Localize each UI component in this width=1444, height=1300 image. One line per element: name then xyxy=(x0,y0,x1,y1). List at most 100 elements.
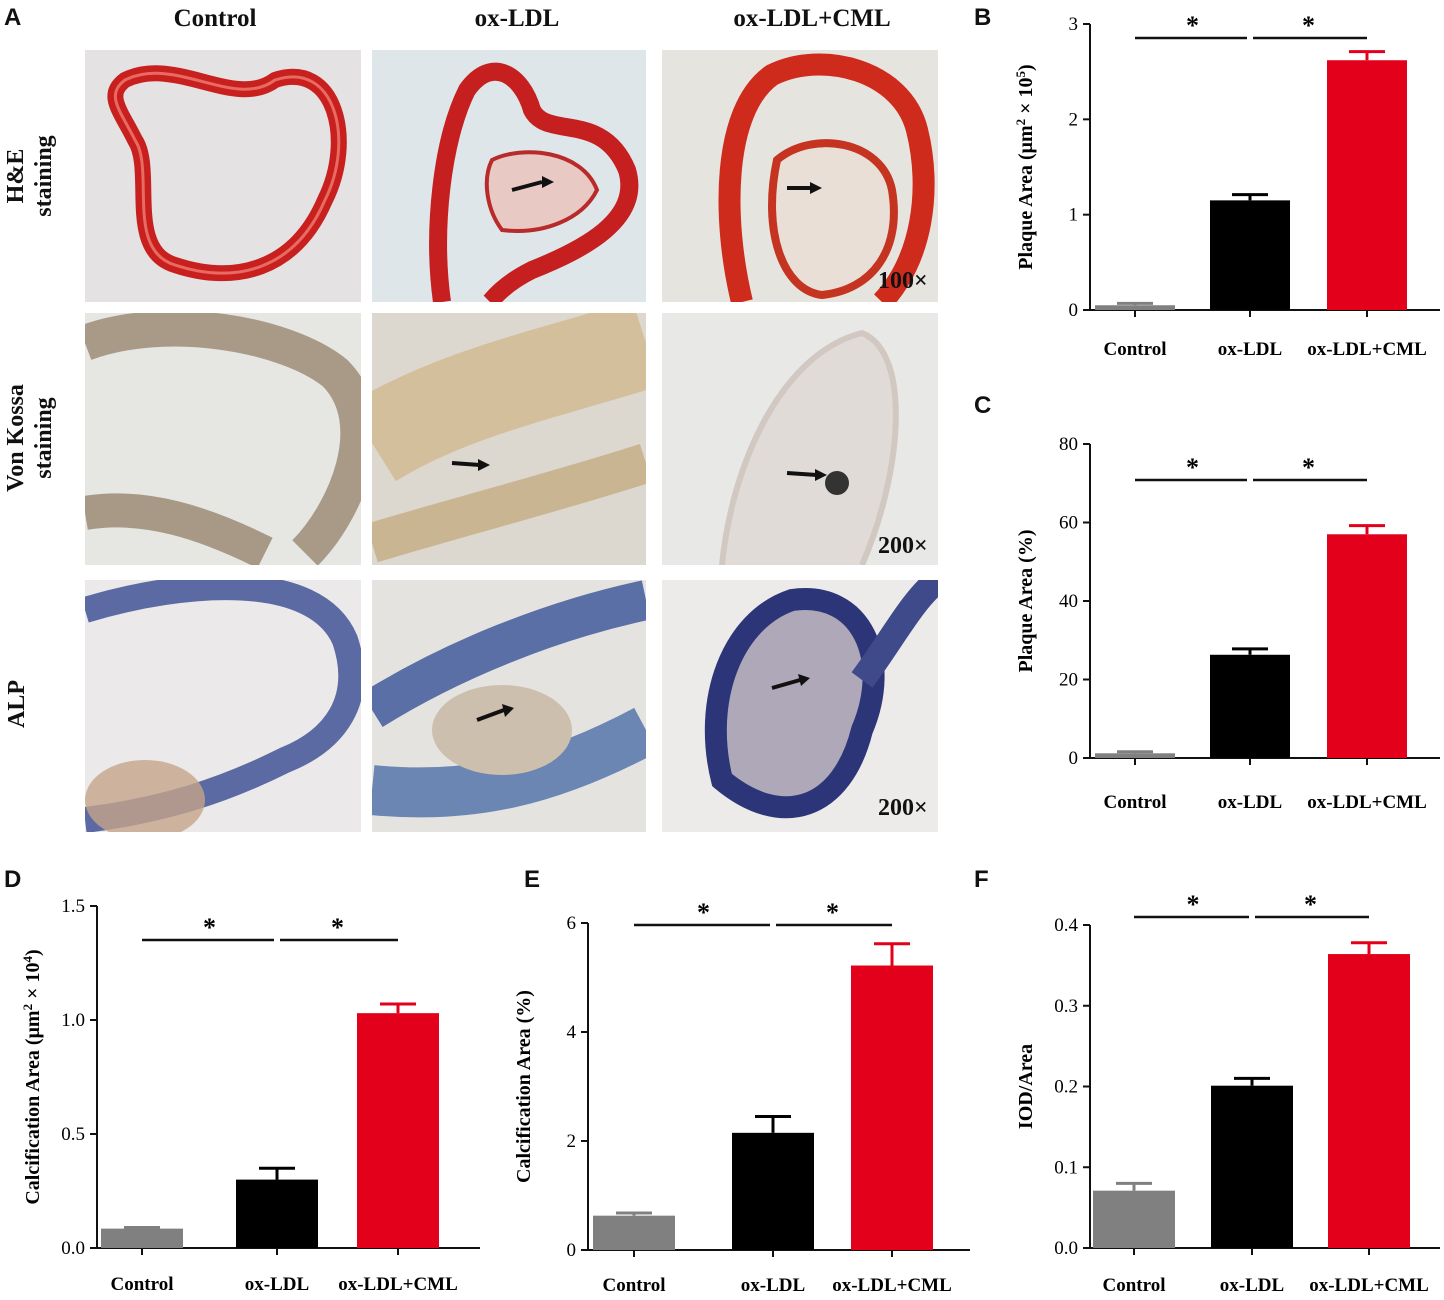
y-tick-label: 1.0 xyxy=(61,1010,85,1031)
y-tick-label: 0.4 xyxy=(1054,915,1078,936)
panel-letter-f: F xyxy=(974,866,989,893)
y-tick-label: 0 xyxy=(1069,300,1079,321)
x-category-label: ox-LDL xyxy=(741,1275,805,1296)
y-tick-label: 2 xyxy=(567,1131,577,1152)
significance-star: * xyxy=(1304,890,1317,919)
bar-control xyxy=(1095,753,1175,758)
y-tick-label: 6 xyxy=(567,913,577,934)
y-axis-label-sup: 2 xyxy=(1013,119,1028,126)
row-header-he: H&E staining xyxy=(2,51,58,301)
significance-star: * xyxy=(1186,11,1199,40)
x-category-label: Control xyxy=(1103,1275,1166,1296)
significance-star: * xyxy=(1186,453,1199,482)
bar-oxldl-cml xyxy=(1327,60,1407,310)
magnification-label-row2: 200× xyxy=(878,533,928,559)
y-tick-label: 0.3 xyxy=(1054,996,1078,1017)
y-axis-label-main: Calcification Area (%) xyxy=(513,990,535,1183)
chart-f: 0.0 0.1 0.2 0.3 0.4 Control ox-LDL ox-LDL+CML * *… xyxy=(1015,890,1440,1296)
panel-letter-a: A xyxy=(4,4,22,31)
row-header-vonkossa-line1: Von Kossa xyxy=(3,384,29,492)
y-axis-label-sup: 5 xyxy=(1013,70,1028,77)
y-tick-label: 0.0 xyxy=(61,1238,85,1259)
y-tick-label: 60 xyxy=(1059,513,1078,534)
x-category-label: ox-LDL+CML xyxy=(338,1274,458,1295)
micrograph-vonkossa-oxldl-cml xyxy=(662,313,938,565)
y-tick-label: 0.5 xyxy=(61,1124,85,1145)
column-header-oxldl: ox-LDL xyxy=(474,5,560,32)
row-header-alp: ALP xyxy=(3,579,31,829)
bar-control xyxy=(593,1215,675,1250)
y-axis-label-main: Plaque Area (μm xyxy=(1015,125,1037,270)
significance-star: * xyxy=(826,898,839,927)
significance-star: * xyxy=(1302,453,1315,482)
chart-e: 0 2 4 6 Control ox-LDL ox-LDL+CML * * Calcificati… xyxy=(513,898,970,1296)
y-tick-label: 0.1 xyxy=(1054,1157,1078,1178)
row-header-he-line1: H&E xyxy=(3,148,29,204)
panel-letter-c: C xyxy=(974,392,992,419)
y-tick-label: 3 xyxy=(1069,14,1079,35)
y-axis-label-end: ) xyxy=(1015,64,1037,71)
bar-control xyxy=(101,1228,183,1248)
panel-letter-d: D xyxy=(4,866,22,893)
bar-oxldl xyxy=(1210,200,1290,310)
row-header-vonkossa-line2: staining xyxy=(31,397,57,479)
y-tick-label: 2 xyxy=(1069,109,1079,130)
bar-oxldl xyxy=(732,1132,814,1250)
y-tick-label: 0 xyxy=(567,1240,577,1261)
y-axis-label: IOD/Area xyxy=(1015,1044,1037,1129)
y-tick-label: 40 xyxy=(1059,591,1078,612)
significance-star: * xyxy=(1187,890,1200,919)
x-category-label: Control xyxy=(1104,792,1167,813)
bar-control xyxy=(1093,1190,1175,1248)
x-category-label: ox-LDL+CML xyxy=(1309,1275,1429,1296)
y-axis-label-main: Plaque Area (%) xyxy=(1015,530,1037,673)
column-header-control: Control xyxy=(173,5,257,32)
y-tick-label: 80 xyxy=(1059,434,1078,455)
micrograph-alp-oxldl xyxy=(372,580,646,832)
micrograph-he-control xyxy=(85,50,361,302)
bar-oxldl-cml xyxy=(357,1013,439,1248)
micrograph-alp-control xyxy=(85,580,361,832)
row-header-he-line2: staining xyxy=(31,135,57,217)
panel-letter-e: E xyxy=(524,866,541,893)
bar-oxldl-cml xyxy=(1327,534,1407,758)
y-tick-label: 0.0 xyxy=(1054,1238,1078,1259)
magnification-label-row3: 200× xyxy=(878,795,928,821)
x-category-label: ox-LDL xyxy=(1220,1275,1284,1296)
y-tick-label: 20 xyxy=(1059,670,1078,691)
significance-star: * xyxy=(697,898,710,927)
x-category-label: Control xyxy=(111,1274,174,1295)
x-category-label: ox-LDL xyxy=(1218,339,1282,360)
micrograph-alp-oxldl-cml xyxy=(662,580,938,832)
micrograph-vonkossa-control xyxy=(85,313,361,565)
y-axis-label: Plaque Area (%) xyxy=(1015,530,1037,673)
y-axis-label-mid: × 10 xyxy=(22,963,44,1004)
x-category-label: Control xyxy=(603,1275,666,1296)
y-axis-label-end: ) xyxy=(22,949,44,956)
x-category-label: ox-LDL+CML xyxy=(832,1275,952,1296)
bar-control xyxy=(1095,305,1175,310)
y-axis-label-mid: × 10 xyxy=(1015,77,1037,118)
y-axis-label: Calcification Area (μm2 × 104) xyxy=(20,949,44,1204)
chart-c: 0 20 40 60 80 Control ox-LDL ox-LDL+CML * * Plaque… xyxy=(1015,434,1440,813)
y-tick-label: 0 xyxy=(1069,748,1079,769)
y-axis-label: Plaque Area (μm2 × 105) xyxy=(1013,64,1037,269)
y-tick-label: 0.2 xyxy=(1054,1077,1078,1098)
bar-oxldl xyxy=(236,1179,318,1248)
bar-oxldl xyxy=(1211,1085,1293,1248)
x-category-label: ox-LDL+CML xyxy=(1307,339,1427,360)
bar-oxldl xyxy=(1210,654,1290,758)
bar-oxldl-cml xyxy=(851,965,933,1250)
significance-star: * xyxy=(331,913,344,942)
y-axis-label: Calcification Area (%) xyxy=(513,990,535,1183)
x-category-label: Control xyxy=(1104,339,1167,360)
x-category-label: ox-LDL xyxy=(245,1274,309,1295)
y-axis-label-main: IOD/Area xyxy=(1015,1044,1037,1129)
y-tick-label: 1.5 xyxy=(61,896,85,917)
y-tick-label: 4 xyxy=(567,1022,577,1043)
y-tick-label: 1 xyxy=(1069,205,1079,226)
chart-d: 0.0 0.5 1.0 1.5 Control ox-LDL ox-LDL+CML * * Cal… xyxy=(20,896,480,1295)
y-axis-label-sup: 4 xyxy=(20,956,35,963)
row-header-vonkossa: Von Kossa staining xyxy=(2,313,58,563)
column-header-oxldl-cml: ox-LDL+CML xyxy=(733,5,891,32)
